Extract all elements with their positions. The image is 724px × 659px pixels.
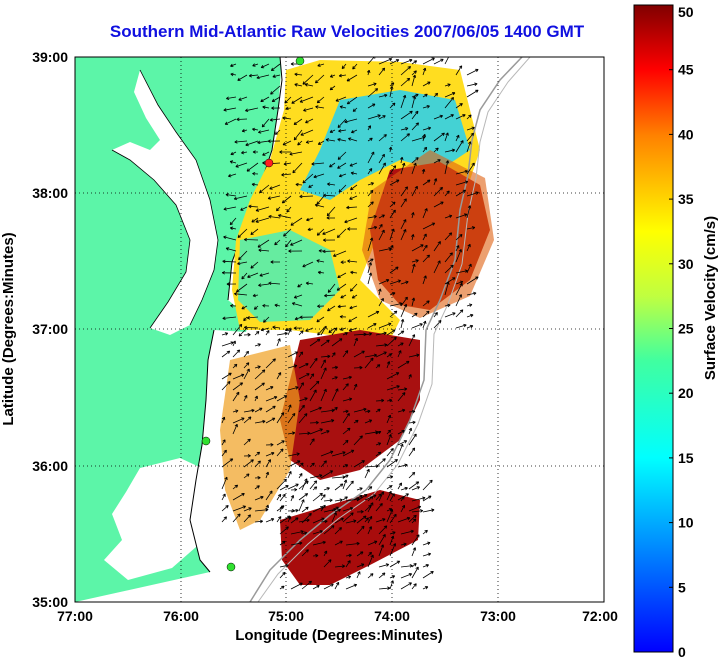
colorbar-tick-label: 15 xyxy=(678,450,694,466)
radar-station-marker xyxy=(295,57,305,66)
colorbar-tick-label: 20 xyxy=(678,385,694,401)
colorbar xyxy=(633,4,674,653)
velocity-field-blue xyxy=(300,90,470,200)
colorbar-tick-label: 50 xyxy=(678,4,694,20)
colorbar-tick-label: 45 xyxy=(678,62,694,78)
velocity-field-south-mid xyxy=(220,345,300,530)
pamlico-sound xyxy=(104,458,214,580)
x-tick-label: 74:00 xyxy=(374,608,410,624)
colorbar-label: Surface Velocity (cm/s) xyxy=(702,216,719,380)
colorbar-tick-label: 30 xyxy=(678,256,694,272)
x-tick-label: 75:00 xyxy=(268,608,304,624)
colorbar-tick-label: 25 xyxy=(678,321,694,337)
velocity-vectors xyxy=(221,57,479,591)
x-tick-label: 76:00 xyxy=(163,608,199,624)
velocity-field-east-ring xyxy=(362,150,494,318)
colorbar-tick-label: 35 xyxy=(678,191,694,207)
velocity-field-south-tip xyxy=(280,490,420,585)
plot-frame xyxy=(74,56,605,603)
velocity-field-cyan xyxy=(238,230,340,322)
x-axis-label: Longitude (Degrees:Minutes) xyxy=(235,627,443,644)
map-title: Southern Mid-Atlantic Raw Velocities 200… xyxy=(109,22,585,41)
y-axis-label: Latitude (Degrees:Minutes) xyxy=(0,232,17,425)
bathymetry-contour xyxy=(249,57,523,602)
radar-station-marker xyxy=(264,158,274,168)
x-tick-label: 77:00 xyxy=(57,608,93,624)
radar-station-marker xyxy=(201,436,211,446)
radar-station-marker xyxy=(226,562,236,572)
y-tick-label: 37:00 xyxy=(32,321,68,337)
colorbar-tick-label: 5 xyxy=(678,579,686,595)
colorbar-tick-label: 0 xyxy=(678,644,686,659)
x-tick-label: 72:00 xyxy=(582,608,618,624)
colorbar-tick-label: 10 xyxy=(678,515,694,531)
y-tick-label: 35:00 xyxy=(32,594,68,610)
grid-lines xyxy=(75,57,604,602)
chesapeake-bay xyxy=(112,70,218,335)
colorbar-ticks: 0 5 10 15 20 25 30 35 40 45 50 xyxy=(669,4,694,659)
colorbar-tick-label: 40 xyxy=(678,126,694,142)
x-tick-label: 73:00 xyxy=(480,608,516,624)
y-tick-label: 39:00 xyxy=(32,49,68,65)
y-tick-label: 36:00 xyxy=(32,458,68,474)
y-tick-label: 38:00 xyxy=(32,185,68,201)
velocity-field-south-core xyxy=(280,330,420,480)
